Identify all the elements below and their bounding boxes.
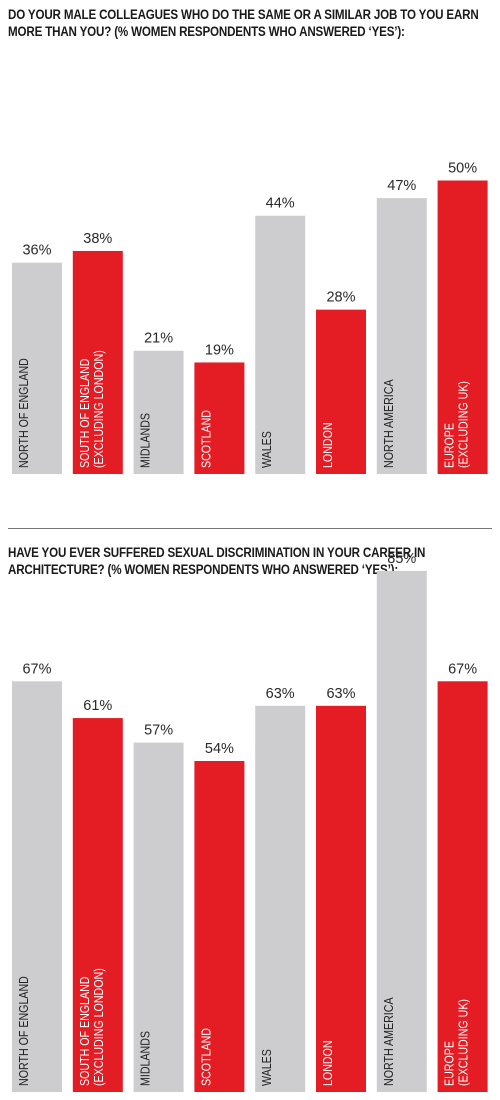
category-label: LONDON bbox=[320, 1040, 335, 1086]
category-label: LONDON bbox=[320, 422, 335, 468]
section-divider bbox=[8, 528, 492, 529]
bar-2 bbox=[72, 250, 123, 474]
value-label: 19% bbox=[205, 342, 234, 358]
value-label: 85% bbox=[387, 551, 416, 567]
bar-6 bbox=[316, 309, 366, 474]
bar-8 bbox=[437, 180, 488, 474]
chart-title-pay-gap: DO YOUR MALE COLLEAGUES WHO DO THE SAME … bbox=[8, 7, 479, 39]
category-label: NORTH AMERICA bbox=[381, 379, 396, 468]
category-label: NORTH OF ENGLAND bbox=[16, 358, 31, 468]
value-label: 50% bbox=[448, 161, 477, 177]
bar-5 bbox=[255, 215, 306, 474]
bar-7 bbox=[376, 198, 427, 475]
bar-4 bbox=[194, 760, 245, 1092]
chart-title-discrimination: HAVE YOU EVER SUFFERED SEXUAL DISCRIMINA… bbox=[8, 545, 426, 577]
bar-1 bbox=[12, 262, 62, 474]
category-label: MIDLANDS bbox=[138, 413, 153, 468]
bar-7 bbox=[376, 570, 427, 1092]
value-label: 63% bbox=[266, 686, 295, 702]
category-label: EUROPE(EXCLUDING UK) bbox=[442, 999, 471, 1086]
value-label: 36% bbox=[22, 243, 51, 259]
bar-6 bbox=[316, 705, 366, 1092]
value-label: 57% bbox=[144, 723, 173, 739]
value-label: 21% bbox=[144, 331, 173, 347]
value-label: 63% bbox=[326, 686, 355, 702]
bar-5 bbox=[255, 705, 306, 1092]
category-label: NORTH OF ENGLAND bbox=[16, 976, 31, 1086]
category-label: EUROPE(EXCLUDING UK) bbox=[442, 381, 471, 468]
value-label: 67% bbox=[22, 661, 51, 677]
bar-chart-pay-gap: 36% NORTH OF ENGLAND 38% SOUTH OF ENGLAND(E… bbox=[12, 161, 488, 475]
bar-2 bbox=[72, 718, 123, 1092]
value-label: 61% bbox=[83, 698, 112, 714]
bar-1 bbox=[12, 681, 62, 1092]
bar-3 bbox=[133, 742, 184, 1092]
bar-3 bbox=[133, 350, 184, 474]
category-label: MIDLANDS bbox=[138, 1031, 153, 1086]
bar-4 bbox=[194, 362, 245, 474]
category-label: SCOTLAND bbox=[198, 1028, 213, 1086]
category-label: WALES bbox=[259, 431, 274, 468]
bar-chart-discrimination: 67% NORTH OF ENGLAND 61% SOUTH OF ENGLAND(E… bbox=[12, 551, 488, 1092]
bar-8 bbox=[437, 681, 488, 1092]
category-label: SOUTH OF ENGLAND(EXCLUDING LONDON) bbox=[77, 350, 106, 468]
value-label: 67% bbox=[448, 661, 477, 677]
value-label: 47% bbox=[387, 178, 416, 194]
category-label: SCOTLAND bbox=[198, 410, 213, 468]
category-label: SOUTH OF ENGLAND(EXCLUDING LONDON) bbox=[77, 968, 106, 1086]
category-label: WALES bbox=[259, 1049, 274, 1086]
category-label: NORTH AMERICA bbox=[381, 997, 396, 1086]
value-label: 38% bbox=[83, 231, 112, 247]
value-label: 44% bbox=[266, 196, 295, 212]
value-label: 28% bbox=[326, 290, 355, 306]
value-label: 54% bbox=[205, 741, 234, 757]
